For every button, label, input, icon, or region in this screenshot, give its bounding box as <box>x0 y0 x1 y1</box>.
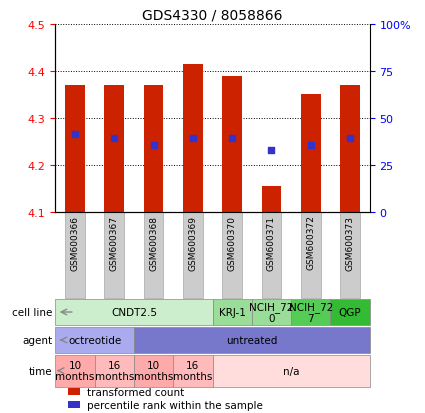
Point <box>347 135 354 142</box>
FancyBboxPatch shape <box>331 299 370 325</box>
FancyBboxPatch shape <box>55 327 134 354</box>
FancyBboxPatch shape <box>144 213 163 298</box>
FancyBboxPatch shape <box>183 213 203 298</box>
Text: GSM600368: GSM600368 <box>149 215 158 270</box>
FancyBboxPatch shape <box>252 299 291 325</box>
Text: GSM600373: GSM600373 <box>346 215 354 270</box>
Text: n/a: n/a <box>283 366 299 376</box>
FancyBboxPatch shape <box>212 299 252 325</box>
Bar <box>144 86 163 213</box>
Text: NCIH_72
7: NCIH_72 7 <box>289 301 333 323</box>
FancyBboxPatch shape <box>262 213 281 298</box>
Text: 16
months: 16 months <box>173 360 212 382</box>
FancyBboxPatch shape <box>55 299 212 325</box>
Text: octreotide: octreotide <box>68 335 121 345</box>
Text: GSM600370: GSM600370 <box>228 215 237 270</box>
Text: GSM600371: GSM600371 <box>267 215 276 270</box>
Point <box>71 132 78 138</box>
Text: agent: agent <box>22 335 52 345</box>
Point <box>150 142 157 149</box>
Title: GDS4330 / 8058866: GDS4330 / 8058866 <box>142 8 283 22</box>
Text: GSM600369: GSM600369 <box>188 215 197 270</box>
Text: GSM600366: GSM600366 <box>71 215 79 270</box>
Bar <box>68 388 80 395</box>
FancyBboxPatch shape <box>55 355 94 387</box>
Text: time: time <box>28 366 52 376</box>
Text: CNDT2.5: CNDT2.5 <box>111 307 157 317</box>
Text: untreated: untreated <box>226 335 278 345</box>
Text: cell line: cell line <box>12 307 52 317</box>
Text: percentile rank within the sample: percentile rank within the sample <box>87 399 263 410</box>
Text: GSM600372: GSM600372 <box>306 215 315 270</box>
Bar <box>65 86 85 213</box>
FancyBboxPatch shape <box>65 213 85 298</box>
Point <box>190 135 196 142</box>
Point <box>229 135 235 142</box>
Bar <box>68 401 80 408</box>
Bar <box>222 76 242 213</box>
Bar <box>340 86 360 213</box>
Point <box>268 147 275 154</box>
FancyBboxPatch shape <box>94 355 134 387</box>
Bar <box>183 65 203 213</box>
Text: QGP: QGP <box>339 307 361 317</box>
Bar <box>105 86 124 213</box>
Bar <box>262 187 281 213</box>
FancyBboxPatch shape <box>301 213 320 298</box>
Bar <box>301 95 320 213</box>
Point <box>307 142 314 149</box>
Text: 10
months: 10 months <box>55 360 95 382</box>
FancyBboxPatch shape <box>222 213 242 298</box>
FancyBboxPatch shape <box>134 327 370 354</box>
Point <box>111 135 118 142</box>
Text: 10
months: 10 months <box>134 360 173 382</box>
FancyBboxPatch shape <box>105 213 124 298</box>
Text: GSM600367: GSM600367 <box>110 215 119 270</box>
Text: 16
months: 16 months <box>94 360 134 382</box>
Text: transformed count: transformed count <box>87 387 184 396</box>
FancyBboxPatch shape <box>340 213 360 298</box>
FancyBboxPatch shape <box>173 355 212 387</box>
Text: NCIH_72
0: NCIH_72 0 <box>249 301 294 323</box>
Text: KRJ-1: KRJ-1 <box>219 307 246 317</box>
FancyBboxPatch shape <box>291 299 331 325</box>
FancyBboxPatch shape <box>134 355 173 387</box>
FancyBboxPatch shape <box>212 355 370 387</box>
